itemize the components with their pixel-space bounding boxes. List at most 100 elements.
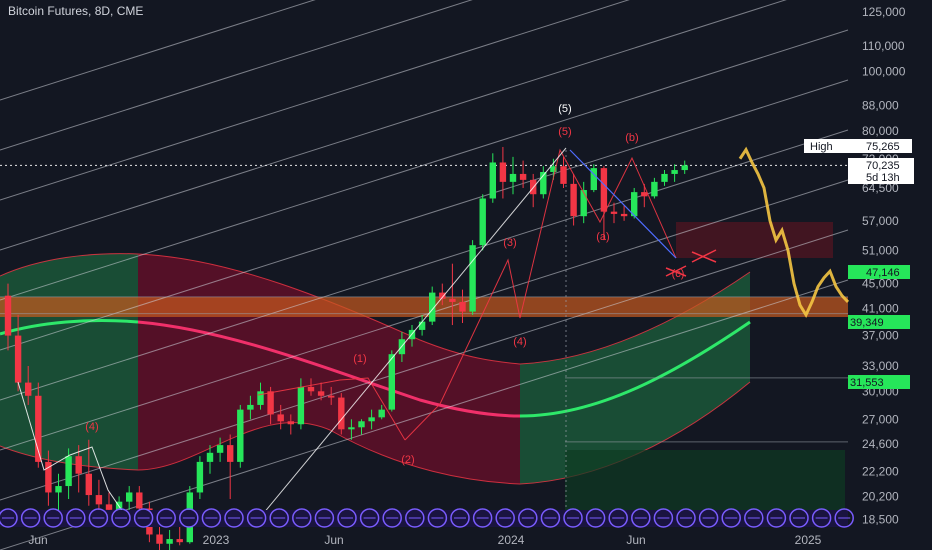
price-badge-47146: 47,146 xyxy=(866,267,900,279)
candle-body xyxy=(14,335,22,383)
cycle-circle xyxy=(427,508,448,528)
candle-body xyxy=(479,198,486,246)
cycle-circle xyxy=(834,508,854,528)
cycle-circle xyxy=(156,508,176,528)
candle-body xyxy=(489,162,496,199)
candle-body xyxy=(317,391,325,396)
candle-body xyxy=(368,417,375,422)
projected-price-path xyxy=(738,146,850,319)
time-axis[interactable]: Jun 2023 Jun 2024 Jun 2025 xyxy=(28,533,821,547)
cycle-circle xyxy=(495,508,515,528)
y-tick-label: 41,000 xyxy=(862,301,899,315)
candle-body xyxy=(449,298,456,302)
candle-body xyxy=(156,534,163,544)
cycle-circle xyxy=(382,508,402,528)
candle-body xyxy=(307,386,315,392)
y-tick-label: 110,000 xyxy=(862,39,905,53)
y-tick-label: 20,200 xyxy=(862,489,899,503)
price-badge-47146-bg xyxy=(848,265,910,279)
y-tick-label: 80,000 xyxy=(862,124,899,138)
cycle-circle xyxy=(518,508,538,528)
candle-body xyxy=(651,181,658,197)
candle-body xyxy=(338,397,345,430)
cycle-circle xyxy=(0,508,18,528)
cycle-circle xyxy=(43,508,63,528)
cycle-circle xyxy=(20,508,41,528)
high-badge-bg xyxy=(804,139,912,153)
cycle-circle xyxy=(744,508,764,528)
candle-body xyxy=(388,354,395,410)
wave-label: (a) xyxy=(596,231,609,243)
channel-line xyxy=(0,79,849,351)
x-tick-label: Jun xyxy=(324,533,343,547)
price-axis[interactable]: 125,000110,000100,00088,00080,00072,0006… xyxy=(862,5,906,527)
cycle-circle xyxy=(337,508,357,528)
channel-line xyxy=(0,0,630,201)
candle-body xyxy=(418,321,426,330)
candle-body xyxy=(631,192,638,217)
candle-body xyxy=(287,421,294,425)
cycle-circle xyxy=(314,508,335,528)
channel-line xyxy=(0,29,849,301)
parallel-channel-lines xyxy=(0,0,849,550)
candle-body xyxy=(600,168,608,212)
candle-body xyxy=(550,166,557,172)
price-badge-39349: 39,349 xyxy=(850,317,884,329)
cycle-circle xyxy=(608,508,628,528)
channel-line xyxy=(0,129,849,401)
y-tick-label: 37,000 xyxy=(862,329,899,343)
x-tick-label: 2023 xyxy=(203,533,230,547)
countdown-badge: 5d 13h xyxy=(866,172,900,184)
cycle-circle xyxy=(450,508,470,528)
candlesticks xyxy=(4,146,688,550)
high-badge-label: High xyxy=(810,141,833,153)
cycle-circle xyxy=(405,508,425,528)
candle-body xyxy=(641,192,648,197)
candle-body xyxy=(176,539,183,543)
elliott-wave-labels: (4) (1) (2) (3) (4) (5) (5) (a) (b) (c) xyxy=(85,103,684,466)
cycle-circle xyxy=(179,508,199,528)
wave-label: (4) xyxy=(513,336,526,348)
x-tick-label: 2024 xyxy=(498,533,525,547)
candle-body xyxy=(439,292,446,299)
cycle-circle xyxy=(563,508,583,528)
candle-body xyxy=(348,427,355,430)
candle-body xyxy=(509,173,517,182)
candle-body xyxy=(620,213,628,217)
candle-body xyxy=(469,245,476,312)
horizontal-levels xyxy=(0,150,848,527)
cycle-circle xyxy=(631,508,651,528)
y-tick-label: 24,600 xyxy=(862,437,899,451)
wave-label: (4) xyxy=(85,421,98,433)
candle-body xyxy=(378,409,385,418)
candle-body xyxy=(570,183,577,217)
candle-body xyxy=(297,386,305,425)
wave-label: (5) xyxy=(558,126,571,138)
candle-body xyxy=(95,495,103,505)
candle-body xyxy=(519,173,527,180)
candle-body xyxy=(105,504,113,510)
wave-label: (1) xyxy=(353,353,366,365)
price-badge-39349-bg xyxy=(848,315,910,329)
candle-body xyxy=(237,409,244,462)
price-badges: High 75,265 70,235 5d 13h 47,146 39,349 … xyxy=(804,139,914,389)
candle-body xyxy=(75,456,82,474)
resistance-box xyxy=(676,222,833,258)
cycle-circle xyxy=(359,508,380,528)
cycle-circle xyxy=(698,508,719,528)
y-tick-label: 45,000 xyxy=(862,277,899,291)
candle-body xyxy=(55,486,62,493)
cycle-circle xyxy=(676,508,696,528)
candle-body xyxy=(560,166,567,184)
support-zone xyxy=(0,297,848,317)
dark-green-area xyxy=(565,450,845,512)
cycle-circle xyxy=(585,508,606,528)
cycle-circle xyxy=(653,508,674,528)
candle-body xyxy=(4,295,12,336)
candle-body xyxy=(227,445,234,462)
candle-body xyxy=(671,170,678,174)
price-badge-31553-bg xyxy=(848,375,910,389)
green-band-curve-left xyxy=(0,319,139,336)
cycle-circle xyxy=(66,508,86,528)
